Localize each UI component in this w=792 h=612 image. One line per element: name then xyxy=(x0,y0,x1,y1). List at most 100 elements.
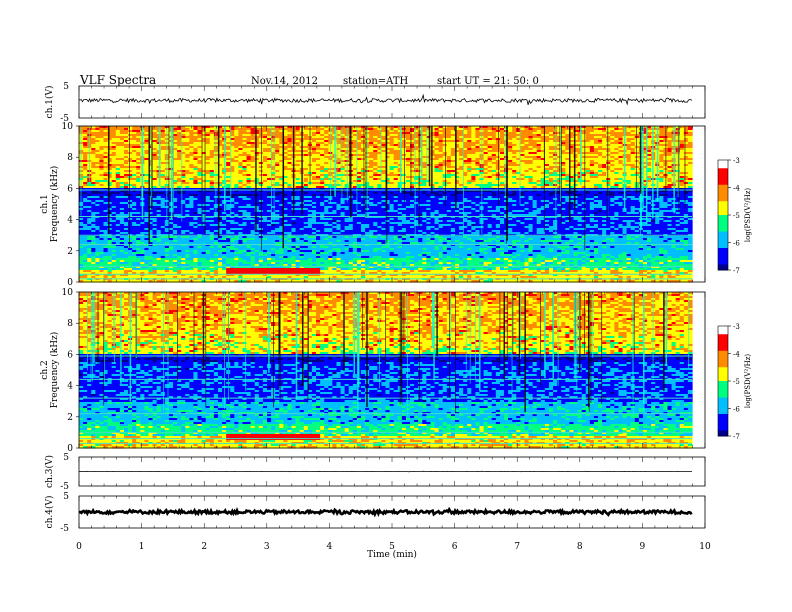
psd-cell xyxy=(463,148,468,151)
psd-cell xyxy=(642,146,648,149)
psd-cell xyxy=(561,136,566,139)
psd-cell xyxy=(598,158,603,161)
psd-cell xyxy=(254,158,260,161)
psd-cell xyxy=(508,128,513,131)
psd-cell xyxy=(520,180,526,183)
psd-cell xyxy=(679,166,685,169)
psd-cell xyxy=(499,178,505,181)
psd-cell xyxy=(516,180,521,183)
psd-cell xyxy=(553,146,558,149)
psd-cell xyxy=(463,156,468,159)
psd-cell xyxy=(573,138,579,141)
psd-cell xyxy=(316,134,321,137)
psd-cell xyxy=(495,144,501,147)
psd-cell xyxy=(324,166,329,169)
psd-cell xyxy=(618,150,624,153)
psd-cell xyxy=(340,134,346,137)
psd-cell xyxy=(405,178,411,181)
psd-cell xyxy=(201,184,207,187)
psd-cell xyxy=(373,126,378,129)
psd-cell xyxy=(230,170,235,173)
psd-cell xyxy=(614,176,620,179)
psd-cell xyxy=(565,156,570,159)
psd-cell xyxy=(115,140,121,143)
psd-cell xyxy=(111,166,117,169)
psd-cell xyxy=(471,172,477,175)
psd-cell xyxy=(258,184,264,187)
psd-cell xyxy=(266,128,272,131)
psd-cell xyxy=(405,132,411,135)
psd-cell xyxy=(258,182,264,185)
psd-cell xyxy=(287,130,293,133)
psd-cell xyxy=(483,178,489,181)
psd-cell xyxy=(340,160,346,163)
psd-cell xyxy=(422,146,427,149)
psd-cell xyxy=(136,142,141,145)
psd-cell xyxy=(593,170,599,173)
psd-cell xyxy=(369,142,374,145)
psd-cell xyxy=(352,162,358,165)
psd-cell xyxy=(132,176,137,179)
psd-cell xyxy=(160,158,166,161)
psd-cell xyxy=(393,134,399,137)
psd-cell xyxy=(553,180,558,183)
psd-cell xyxy=(626,156,632,159)
psd-cell xyxy=(434,176,440,179)
psd-cell xyxy=(459,138,464,141)
psd-cell xyxy=(266,154,272,157)
psd-cell xyxy=(201,162,207,165)
psd-cell xyxy=(642,128,648,131)
psd-cell xyxy=(91,156,96,159)
psd-cell xyxy=(544,128,550,131)
psd-cell xyxy=(630,128,636,131)
psd-cell xyxy=(438,182,444,185)
psd-cell xyxy=(316,180,321,183)
psd-cell xyxy=(287,150,293,153)
psd-cell xyxy=(385,166,391,169)
psd-cell xyxy=(585,132,591,135)
psd-cell xyxy=(548,150,554,153)
psd-cell xyxy=(136,144,141,147)
psd-cell xyxy=(115,150,121,153)
psd-cell xyxy=(463,128,468,131)
psd-cell xyxy=(495,146,501,149)
psd-cell xyxy=(136,136,141,139)
psd-cell xyxy=(475,134,481,137)
psd-cell xyxy=(205,158,211,161)
psd-cell xyxy=(512,166,517,169)
psd-cell xyxy=(271,138,276,141)
psd-cell xyxy=(234,170,239,173)
psd-cell xyxy=(618,182,624,185)
psd-cell xyxy=(471,174,477,177)
psd-cell xyxy=(336,166,342,169)
psd-cell xyxy=(446,142,452,145)
psd-cell xyxy=(581,136,587,139)
psd-cell xyxy=(119,156,125,159)
psd-cell xyxy=(336,162,342,165)
psd-cell xyxy=(217,138,223,141)
psd-cell xyxy=(283,132,289,135)
psd-cell xyxy=(410,178,415,181)
psd-cell xyxy=(373,148,378,151)
psd-cell xyxy=(238,164,244,167)
psd-cell xyxy=(508,142,513,145)
psd-cell xyxy=(132,166,137,169)
psd-cell xyxy=(626,172,632,175)
psd-cell xyxy=(593,180,599,183)
psd-cell xyxy=(593,126,599,129)
psd-cell xyxy=(516,162,521,165)
psd-cell xyxy=(483,164,489,167)
psd-cell xyxy=(528,132,534,135)
psd-cell xyxy=(642,158,648,161)
psd-cell xyxy=(602,130,607,133)
psd-cell xyxy=(450,136,456,139)
psd-cell xyxy=(177,130,182,133)
psd-cell xyxy=(230,138,235,141)
psd-cell xyxy=(295,126,301,129)
psd-cell xyxy=(499,142,505,145)
psd-cell xyxy=(516,164,521,167)
psd-cell xyxy=(258,168,264,171)
psd-cell xyxy=(115,128,121,131)
psd-cell xyxy=(536,136,542,139)
psd-cell xyxy=(385,136,391,139)
